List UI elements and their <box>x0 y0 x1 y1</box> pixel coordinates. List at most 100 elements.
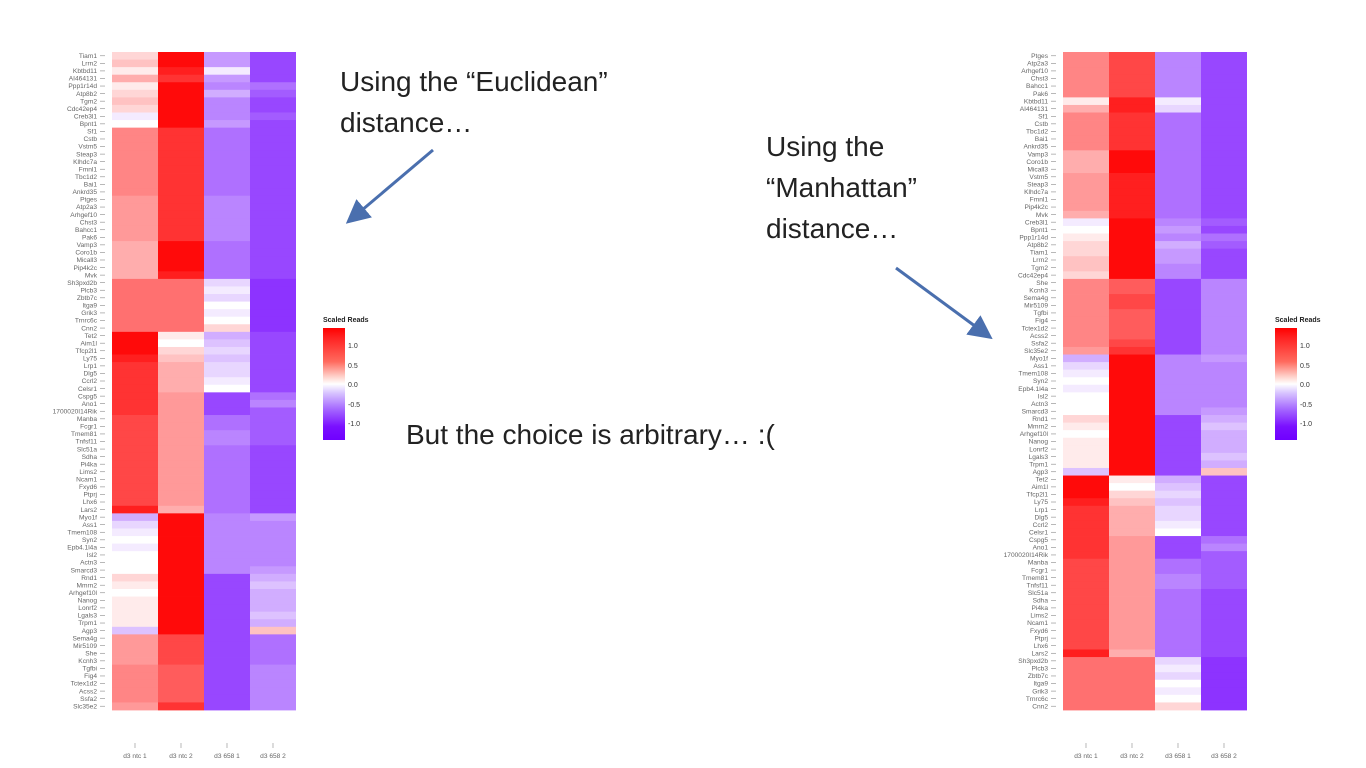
heatmap-cell <box>1109 339 1155 348</box>
heatmap-cell <box>1201 475 1247 484</box>
heatmap-cell <box>1201 430 1247 439</box>
heatmap-cell <box>1201 263 1247 272</box>
heatmap-cell <box>1063 309 1109 318</box>
gene-label: AI464131 <box>69 76 98 83</box>
heatmap-cell <box>112 641 158 650</box>
heatmap-cell <box>158 452 204 461</box>
gene-label: Aim1l <box>81 340 98 347</box>
heatmap-cell <box>158 672 204 681</box>
heatmap-cell <box>204 127 250 136</box>
gene-label: Coro1b <box>75 250 97 257</box>
heatmap-cell <box>1155 437 1201 446</box>
heatmap-cell <box>158 634 204 643</box>
heatmap-cell <box>1109 672 1155 681</box>
heatmap-cell <box>250 150 296 159</box>
heatmap-cell <box>158 641 204 650</box>
heatmap-cell <box>1063 566 1109 575</box>
heatmap-cell <box>204 74 250 83</box>
heatmap-cell <box>1063 127 1109 136</box>
gene-label: Ncam1 <box>1027 620 1048 627</box>
heatmap-cell <box>204 490 250 499</box>
heatmap-cell <box>250 558 296 567</box>
heatmap-cell <box>158 316 204 325</box>
gene-label: Tctex1d2 <box>1022 325 1049 332</box>
heatmap-cell <box>158 702 204 711</box>
heatmap-cell <box>250 430 296 439</box>
heatmap-cell <box>1201 271 1247 280</box>
gene-label: Fmnl1 <box>1030 197 1049 204</box>
heatmap-cell <box>112 528 158 537</box>
heatmap-cell <box>1063 558 1109 567</box>
heatmap-cell <box>1109 165 1155 174</box>
gene-label: Grik3 <box>81 310 97 317</box>
heatmap-cell <box>1155 339 1201 348</box>
heatmap-cell <box>112 150 158 159</box>
heatmap-cell <box>250 309 296 318</box>
gene-label: Lrp1 <box>84 363 98 370</box>
gene-label: Cstb <box>83 136 97 143</box>
heatmap-cell <box>204 384 250 393</box>
heatmap-cell <box>1109 180 1155 189</box>
heatmap-cell <box>1109 225 1155 234</box>
heatmap-cell <box>204 294 250 302</box>
gene-label: Tgfbi <box>82 666 97 673</box>
heatmap-cell <box>112 142 158 151</box>
heatmap-cell <box>1063 657 1109 666</box>
heatmap-cell <box>1155 415 1201 423</box>
heatmap-cell <box>158 588 204 597</box>
heatmap-cell <box>112 120 158 129</box>
heatmap-cell <box>1063 142 1109 151</box>
gene-label: Chst3 <box>80 219 98 226</box>
heatmap-cell <box>1155 263 1201 272</box>
gene-label: Mvk <box>85 272 98 279</box>
gene-label: Ccrl2 <box>82 378 98 385</box>
heatmap-cell <box>250 422 296 431</box>
heatmap-cell <box>1155 460 1201 469</box>
heatmap-cell <box>112 384 158 393</box>
gene-label: Sf1 <box>1038 113 1048 120</box>
heatmap-cell <box>112 286 158 295</box>
heatmap-cell <box>1063 604 1109 613</box>
heatmap-cell <box>1063 475 1109 484</box>
heatmap-cell <box>1155 354 1201 363</box>
euclidean-caption-line-2: distance… <box>340 107 473 138</box>
heatmap-cell <box>1063 316 1109 325</box>
heatmap-cell <box>158 399 204 408</box>
gene-label: Ly75 <box>1034 499 1048 506</box>
heatmap-cell <box>1109 536 1155 545</box>
heatmap-cell <box>1155 520 1201 529</box>
heatmap-cell <box>250 626 296 635</box>
heatmap-cell <box>1063 520 1109 529</box>
heatmap-cell <box>1109 157 1155 166</box>
heatmap-cell <box>1155 672 1201 681</box>
gene-label: Grik3 <box>1032 688 1048 695</box>
heatmap-cell <box>1109 505 1155 514</box>
heatmap-cell <box>158 520 204 529</box>
heatmap-cell <box>204 634 250 643</box>
heatmap-cell <box>158 437 204 446</box>
heatmap-cell <box>112 483 158 492</box>
heatmap-cell <box>204 437 250 446</box>
heatmap-cell <box>1155 490 1201 499</box>
heatmap-cell <box>112 634 158 643</box>
legend-right: Scaled Reads 1.0 0.5 0.0 -0.5 -1.0 <box>1275 317 1335 447</box>
gene-label: Mmrn2 <box>1027 424 1048 431</box>
heatmap-cell <box>1063 377 1109 386</box>
heatmap-cell <box>1063 483 1109 492</box>
heatmap-cell <box>112 604 158 613</box>
heatmap-cell <box>1109 573 1155 582</box>
gene-label: Agp3 <box>82 628 98 635</box>
heatmap-cell <box>1063 271 1109 280</box>
gene-label: Ano1 <box>82 401 98 408</box>
heatmap-cell <box>1109 142 1155 151</box>
heatmap-cell <box>112 210 158 219</box>
heatmap-cell <box>1063 248 1109 257</box>
heatmap-cell <box>1063 52 1109 60</box>
heatmap-cell <box>1109 513 1155 522</box>
gene-label: Actn3 <box>1031 401 1048 408</box>
heatmap-cell <box>1109 581 1155 590</box>
heatmap-cell <box>250 528 296 537</box>
gene-label: Kcnh3 <box>1029 287 1048 294</box>
gene-label: Cstb <box>1034 121 1048 128</box>
heatmap-cell <box>1201 150 1247 159</box>
